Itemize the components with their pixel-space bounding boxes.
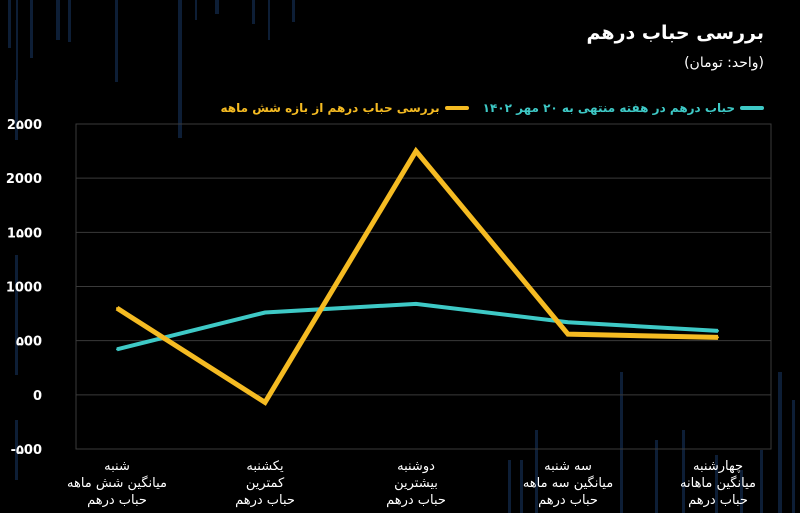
data-point <box>567 321 569 324</box>
legend-swatch-teal <box>740 106 764 110</box>
decor-bar <box>292 0 295 22</box>
series-line-teal <box>116 301 719 352</box>
data-point <box>116 307 118 310</box>
decor-bar <box>792 400 795 513</box>
y-tick-label: 2۵00 <box>7 118 42 133</box>
y-tick-label: -۵00 <box>11 443 42 458</box>
decor-bar <box>508 460 511 513</box>
data-point <box>415 302 417 305</box>
y-tick-label: 1۵00 <box>7 226 42 241</box>
data-point <box>717 336 719 339</box>
decor-bar <box>268 0 270 40</box>
y-tick-label: ۵00 <box>16 335 42 350</box>
x-tick-label: کمترین <box>246 476 285 491</box>
data-point <box>567 333 569 336</box>
data-point <box>264 311 266 314</box>
y-tick-label: 1000 <box>6 281 42 296</box>
y-tick-label: 0 <box>33 389 42 404</box>
decor-bar <box>740 470 743 513</box>
data-point <box>415 150 417 153</box>
decor-bar <box>760 450 763 513</box>
x-tick-label: حباب درهم <box>235 493 295 508</box>
decor-bar <box>778 372 782 513</box>
decor-bar <box>252 0 255 24</box>
chart-title: بررسی حباب درهم <box>586 22 764 44</box>
x-tick-label: میانگین ماهانه <box>680 475 756 491</box>
decor-bar <box>715 455 718 513</box>
x-tick-label: میانگین سه ماهه <box>523 475 613 491</box>
chart-subtitle: (واحد: تومان) <box>684 55 764 71</box>
decor-bar <box>620 372 623 513</box>
x-tick-label: میانگین شش ماهه <box>67 475 167 491</box>
data-point <box>116 348 118 351</box>
legend-item-teal: حباب درهم در هفته منتهی به ۲۰ مهر ۱۴۰۲ <box>483 101 764 115</box>
decor-bar <box>15 255 18 375</box>
x-tick-label: حباب درهم <box>538 493 598 508</box>
decor-bar <box>655 440 658 513</box>
y-tick-label: 2000 <box>6 172 42 187</box>
decor-bar <box>68 0 71 42</box>
decor-bar <box>115 0 118 82</box>
decor-bar <box>195 0 197 20</box>
decor-bar <box>56 0 60 40</box>
decor-bar <box>16 0 18 80</box>
x-tick-label: بیشترین <box>394 476 438 491</box>
decor-bar <box>15 80 18 140</box>
decor-bar <box>30 0 33 58</box>
legend: حباب درهم در هفته منتهی به ۲۰ مهر ۱۴۰۲ ب… <box>221 101 764 115</box>
legend-label-gold: بررسی حباب درهم از بازه شش ماهه <box>220 101 440 115</box>
decor-bar <box>682 430 685 513</box>
decor-bar <box>8 0 11 48</box>
data-point <box>264 401 266 404</box>
x-tick-label: یکشنبه <box>246 459 284 474</box>
legend-item-gold: بررسی حباب درهم از بازه شش ماهه <box>221 101 469 115</box>
decor-bar <box>178 0 182 138</box>
x-tick-label: سه شنبه <box>544 459 592 474</box>
decor-bar <box>215 0 219 14</box>
decor-bar <box>520 460 523 513</box>
x-tick-label: شنبه <box>104 459 130 474</box>
x-tick-label: حباب درهم <box>386 493 446 508</box>
x-tick-label: حباب درهم <box>688 493 748 508</box>
legend-label-teal: حباب درهم در هفته منتهی به ۲۰ مهر ۱۴۰۲ <box>482 101 735 115</box>
decor-bar <box>15 420 18 480</box>
legend-swatch-gold <box>444 106 469 110</box>
decor-bar <box>535 430 538 513</box>
x-tick-label: دوشنبه <box>397 459 435 474</box>
data-point <box>717 329 719 332</box>
series-line-gold <box>115 146 719 406</box>
x-tick-label: چهارشنبه <box>693 459 743 474</box>
x-tick-label: حباب درهم <box>87 493 147 508</box>
